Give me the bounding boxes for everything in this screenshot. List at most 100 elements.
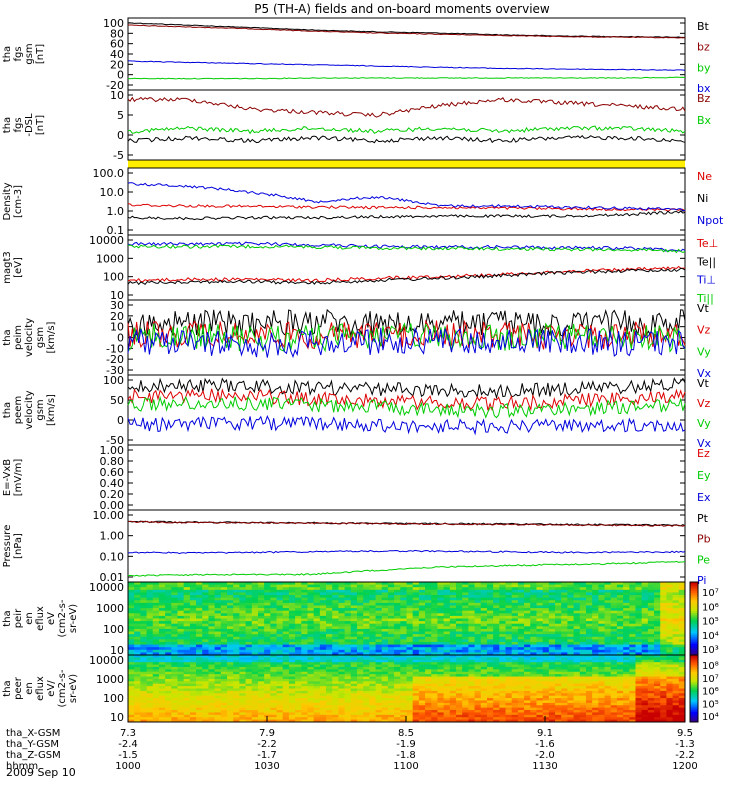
panel-frame bbox=[128, 235, 685, 300]
y-axis-label: peim bbox=[13, 325, 24, 350]
legend-label: by bbox=[697, 61, 711, 74]
y-tick-label: 100.0 bbox=[93, 167, 125, 180]
plot-title: P5 (TH-A) fields and on-board moments ov… bbox=[254, 2, 550, 16]
y-axis-label: peer bbox=[13, 676, 24, 700]
series-line bbox=[128, 267, 685, 282]
legend-label: Ti⊥ bbox=[696, 274, 716, 287]
y-axis-label: eV bbox=[46, 612, 57, 625]
y-tick-label: -5 bbox=[113, 149, 124, 162]
legend-label: Ni bbox=[697, 192, 708, 205]
y-axis-label: peir bbox=[13, 608, 24, 628]
y-axis-label: eV/ bbox=[46, 680, 57, 697]
y-axis-label: gsm bbox=[24, 43, 35, 64]
legend-label: Pe bbox=[697, 553, 710, 566]
y-tick-label: 10.00 bbox=[93, 509, 125, 522]
y-axis-label: gsm bbox=[35, 327, 46, 348]
series-line bbox=[128, 23, 685, 38]
series-line bbox=[128, 77, 685, 79]
y-axis-label: fgs bbox=[13, 117, 24, 132]
legend-label: Npot bbox=[697, 214, 724, 227]
y-axis-label: tha bbox=[2, 680, 13, 696]
y-axis-label: tha bbox=[2, 329, 13, 345]
colorbar-label: 10⁴ bbox=[702, 631, 719, 642]
series-line bbox=[128, 321, 685, 350]
panel-6: 1.000.800.600.400.200.00E=-VxB[mV/m]EzEy… bbox=[2, 444, 711, 512]
legend-label: Ez bbox=[697, 447, 710, 460]
y-axis-label: Pressure bbox=[2, 525, 13, 568]
y-axis-label: sr-eV) bbox=[68, 604, 79, 633]
y-axis-label: [km/s] bbox=[46, 321, 57, 353]
series-line bbox=[128, 561, 685, 576]
panel-frame bbox=[128, 510, 685, 582]
series-line bbox=[128, 136, 685, 143]
colorbar-label: 10⁵ bbox=[702, 617, 719, 628]
legend-label: Bz bbox=[697, 92, 711, 105]
y-axis-label: gsm bbox=[35, 399, 46, 420]
series-line bbox=[128, 268, 685, 284]
panel-frame bbox=[128, 90, 685, 160]
data-gap-bar bbox=[128, 160, 685, 168]
y-tick-label: 10000 bbox=[89, 654, 124, 667]
y-axis-label: [mV/m] bbox=[13, 459, 24, 497]
y-tick-label: 100 bbox=[103, 623, 124, 636]
y-axis-label: en bbox=[24, 682, 35, 695]
y-axis-label: [eV] bbox=[13, 257, 24, 278]
legend-label: Vt bbox=[697, 302, 710, 315]
y-axis-label: tha bbox=[2, 46, 13, 62]
series-line bbox=[128, 397, 685, 418]
series-line bbox=[128, 310, 685, 338]
y-axis-label: tha bbox=[2, 402, 13, 418]
legend-label: Vt bbox=[697, 377, 710, 390]
y-tick-label: 1000 bbox=[96, 602, 124, 615]
legend-label: Ne bbox=[697, 170, 712, 183]
y-axis-label: [cm-3] bbox=[13, 185, 24, 218]
series-line bbox=[128, 61, 685, 71]
y-axis-label: -DSL bbox=[24, 113, 35, 137]
y-tick-label: 10 bbox=[110, 711, 124, 724]
legend-label: Bt bbox=[697, 20, 710, 33]
legend-label: Vz bbox=[697, 397, 711, 410]
y-axis-label: eflux bbox=[35, 676, 46, 701]
y-tick-label: 1.00 bbox=[100, 530, 125, 543]
y-tick-label: 10.0 bbox=[100, 186, 125, 199]
y-tick-label: 0 bbox=[117, 129, 124, 142]
y-axis-label: magt3 bbox=[2, 251, 13, 284]
legend-label: Vy bbox=[697, 417, 711, 430]
colorbar-label: 10⁷ bbox=[702, 588, 719, 599]
y-axis-label: (cm2-s- bbox=[57, 669, 68, 707]
series-line bbox=[128, 550, 685, 553]
panel-frame bbox=[128, 18, 685, 90]
y-tick-label: 0 bbox=[117, 414, 124, 427]
y-tick-label: 5 bbox=[117, 109, 124, 122]
legend-label: Ey bbox=[697, 469, 711, 482]
y-axis-label: [km/s] bbox=[46, 394, 57, 426]
y-axis-label: eflux bbox=[35, 606, 46, 631]
y-axis-label: fgs bbox=[13, 46, 24, 61]
panel-frame bbox=[128, 445, 685, 510]
series-line bbox=[128, 126, 685, 133]
y-axis-label: tha bbox=[2, 117, 13, 133]
y-tick-label: 100 bbox=[103, 692, 124, 705]
y-axis-label: (cm2-s- bbox=[57, 599, 68, 637]
y-axis-label: velocity bbox=[24, 390, 35, 429]
y-axis-label: [nPa] bbox=[13, 533, 24, 559]
series-line bbox=[128, 183, 685, 211]
y-tick-label: 50 bbox=[110, 394, 124, 407]
y-axis-label: [nT] bbox=[35, 44, 46, 64]
y-axis-label: Density bbox=[2, 182, 13, 220]
legend-label: Te|| bbox=[696, 255, 716, 268]
series-line bbox=[128, 378, 685, 397]
colorbar-label: 10⁶ bbox=[702, 602, 719, 613]
legend-label: Ex bbox=[697, 491, 711, 504]
series-line bbox=[128, 211, 685, 219]
legend-label: Bx bbox=[697, 114, 712, 127]
y-axis-label: [nT] bbox=[35, 115, 46, 135]
series-line bbox=[128, 25, 685, 38]
